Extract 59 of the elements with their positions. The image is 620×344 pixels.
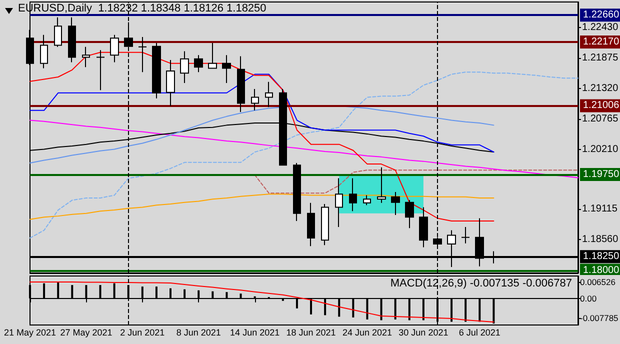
x-tick-label: 27 May 2021 xyxy=(60,328,112,338)
y-tick-label: -0.007785 xyxy=(580,312,619,323)
candlestick xyxy=(96,50,105,91)
y-tick-label: 0.006526 xyxy=(580,276,616,287)
ref-line-label: 1.19750 xyxy=(583,168,620,180)
candlestick xyxy=(152,42,161,99)
candlestick xyxy=(237,56,245,113)
x-tick-label: 2 Jun 2021 xyxy=(120,328,165,338)
candlestick xyxy=(166,60,175,107)
candlestick xyxy=(391,191,400,216)
candlestick xyxy=(307,202,315,247)
x-tick-label: 24 Jun 2021 xyxy=(342,328,392,338)
candlestick xyxy=(208,42,217,69)
line-series xyxy=(30,74,494,153)
candlestick xyxy=(335,178,343,228)
x-tick-label: 8 Jun 2021 xyxy=(176,328,221,338)
line-series xyxy=(254,170,578,194)
candlestick xyxy=(461,226,470,244)
ref-line-label: 1.21006 xyxy=(583,100,620,112)
candlestick xyxy=(419,206,428,248)
line-series xyxy=(30,52,494,222)
candlestick xyxy=(180,50,189,84)
x-tick-label: 21 May 2021 xyxy=(4,328,56,338)
ref-line-label: 1.22170 xyxy=(583,36,620,48)
line-series xyxy=(30,72,578,238)
candlestick xyxy=(138,36,147,73)
ref-line-label: 1.18000 xyxy=(583,264,620,276)
candlestick xyxy=(54,16,62,48)
y-tick-label: 1.21320 xyxy=(582,83,619,94)
candlestick xyxy=(40,34,48,69)
candlestick xyxy=(349,178,357,212)
line-series xyxy=(30,120,578,178)
line-series xyxy=(30,194,494,220)
chart-title: MACD(12,26,9) -0.007135 -0.006787 xyxy=(390,278,572,290)
x-tick-label: 14 Jun 2021 xyxy=(230,328,280,338)
y-tick-label: 1.21875 xyxy=(582,52,619,64)
candlestick xyxy=(377,166,386,204)
candlestick xyxy=(68,16,76,63)
candlestick xyxy=(293,162,301,222)
candlestick xyxy=(265,81,273,108)
y-tick-label: 1.18560 xyxy=(582,234,619,246)
candlestick xyxy=(194,54,203,73)
candlestick xyxy=(405,200,414,229)
y-tick-label: 1.20765 xyxy=(582,113,619,124)
x-tick-label: 18 Jun 2021 xyxy=(286,328,336,338)
candlestick xyxy=(321,204,329,246)
candlestick xyxy=(251,88,259,111)
candlestick xyxy=(363,194,371,206)
candlestick xyxy=(222,54,231,84)
candlestick xyxy=(110,34,119,63)
y-tick-label: 1.20210 xyxy=(582,144,619,155)
candlestick xyxy=(82,46,90,68)
x-tick-label: 6 Jul 2021 xyxy=(458,328,500,338)
x-tick-label: 30 Jun 2021 xyxy=(398,328,448,338)
ref-line-label: 1.22660 xyxy=(583,10,620,21)
y-tick-label: 0.00 xyxy=(580,293,597,304)
y-tick-label: 1.19115 xyxy=(582,204,618,215)
y-tick-label: 1.22430 xyxy=(582,22,619,34)
ref-line-label: 1.18250 xyxy=(583,251,620,262)
